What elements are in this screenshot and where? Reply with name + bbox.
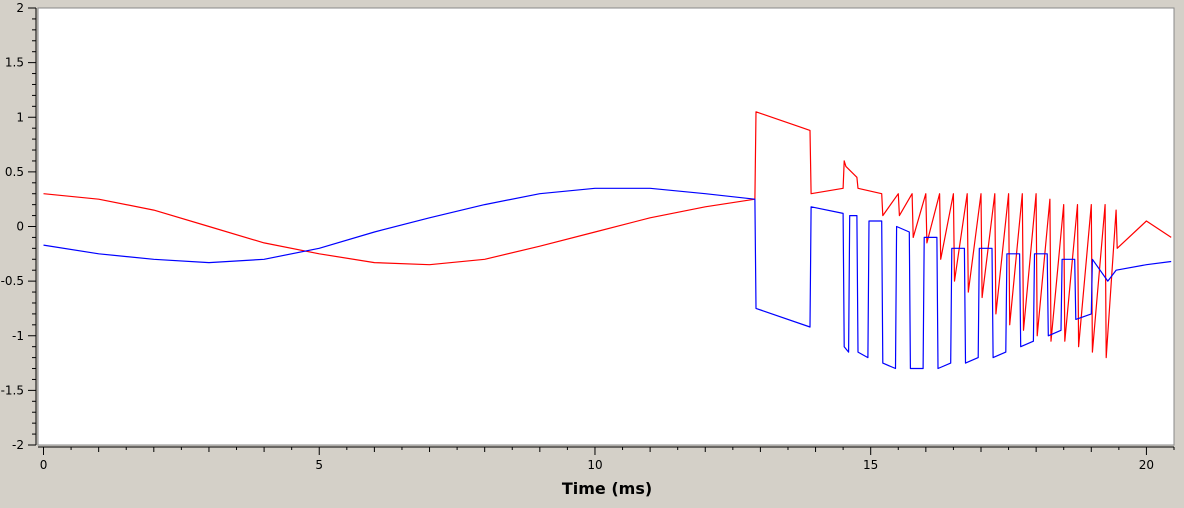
x-tick-label: 20 [1139,458,1154,472]
x-tick-label: 15 [863,458,878,472]
series-line-1 [43,111,1172,359]
plot-area-background [37,7,1175,446]
y-tick-label: -1.5 [1,383,24,397]
y-tick-label: -1 [12,329,24,343]
x-tick-label: 10 [587,458,602,472]
y-tick-label: -0.5 [1,274,24,288]
y-tick-label: 0.5 [5,165,24,179]
series-line-2 [43,187,1172,370]
x-tick-label: 0 [40,458,48,472]
y-tick-label: 0 [16,220,24,234]
x-axis: 0 5 10 15 20 [38,446,1175,472]
y-tick-label: -2 [12,438,24,452]
y-axis: 2 1.5 1 0.5 0 -0.5 -1 -1.5 -2 [1,1,37,452]
y-tick-label: 1 [16,110,24,124]
y-tick-label: 1.5 [5,56,24,70]
series-layer [43,111,1172,370]
x-tick-label: 5 [315,458,323,472]
x-axis-label: Time (ms) [562,479,652,498]
y-tick-label: 2 [16,1,24,15]
